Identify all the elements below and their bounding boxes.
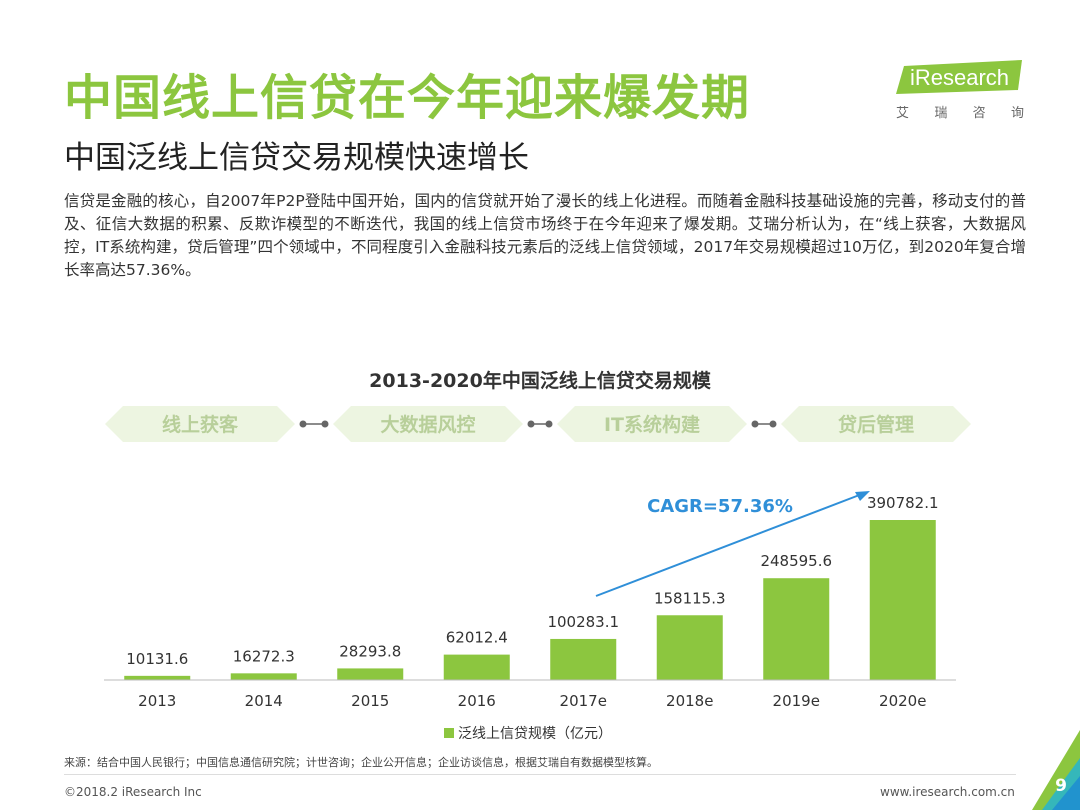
logo-mark-icon: iResearch: [896, 60, 1022, 94]
process-step-shape: [105, 406, 295, 442]
chart-title: 2013-2020年中国泛线上信贷交易规模: [369, 370, 711, 392]
process-flow: 线上获客 大数据风控 IT系统构建 贷后管理: [105, 406, 971, 442]
corner-decoration-icon: [1032, 730, 1080, 810]
data-label: 390782.1: [867, 494, 939, 512]
data-label: 248595.6: [760, 552, 832, 570]
page-number: 9: [1055, 776, 1067, 796]
legend: 泛线上信贷规模（亿元）: [444, 726, 612, 742]
data-label: 100283.1: [547, 613, 619, 631]
process-step-label: 贷后管理: [838, 413, 914, 436]
data-label: 62012.4: [446, 629, 508, 647]
process-dot: [751, 420, 759, 428]
logo-text: iResearch: [910, 65, 1009, 90]
bar: [443, 654, 510, 680]
x-tick-label: 2019e: [773, 692, 820, 710]
process-step-shape: [781, 406, 971, 442]
data-labels: 10131.6 16272.3 28293.8 62012.4 100283.1 1581…: [126, 494, 938, 668]
data-label: 10131.6: [126, 650, 188, 668]
data-label: 28293.8: [339, 642, 401, 660]
process-step-shape: [557, 406, 747, 442]
x-tick-label: 2014: [245, 692, 283, 710]
logo-char: 瑞: [934, 106, 948, 121]
x-tick-label: 2015: [351, 692, 389, 710]
process-step-label: 大数据风控: [380, 413, 475, 436]
website: www.iresearch.com.cn: [880, 785, 1015, 799]
bar: [550, 638, 617, 680]
cagr-arrow: [595, 491, 870, 597]
page-title: 中国线上信贷在今年迎来爆发期: [64, 70, 751, 126]
bars: [124, 520, 936, 680]
page-subtitle: 中国泛线上信贷交易规模快速增长: [64, 140, 529, 176]
process-dot: [321, 420, 329, 428]
process-dot: [769, 420, 777, 428]
process-dot: [299, 420, 307, 428]
copyright: ©2018.2 iResearch Inc: [64, 785, 202, 799]
logo-char: 艾: [896, 106, 910, 121]
bar: [124, 675, 191, 680]
x-tick-label: 2017e: [560, 692, 607, 710]
bar: [869, 520, 936, 680]
cagr-annotation: CAGR=57.36%: [647, 496, 793, 517]
logo-char: 咨: [972, 106, 986, 121]
data-label: 16272.3: [233, 647, 295, 665]
iresearch-logo: iResearch 艾 瑞 咨 询: [890, 58, 1030, 122]
process-step-label: IT系统构建: [604, 413, 700, 436]
process-step-shape: [333, 406, 523, 442]
x-tick-label: 2020e: [879, 692, 926, 710]
x-tick-label: 2013: [138, 692, 176, 710]
body-paragraph: 信贷是金融的核心，自2007年P2P登陆中国开始，国内的信贷就开始了漫长的线上化…: [64, 192, 1026, 279]
bar: [763, 578, 830, 680]
bar: [337, 668, 404, 680]
process-dot: [545, 420, 553, 428]
logo-subtitle: 艾 瑞 咨 询: [896, 102, 1024, 121]
process-dot: [527, 420, 535, 428]
bar: [656, 615, 723, 680]
logo-char: 询: [1010, 106, 1024, 121]
bar: [230, 673, 297, 680]
legend-swatch: [444, 728, 454, 738]
x-tick-label: 2016: [458, 692, 496, 710]
x-tick-labels: 2013 2014 2015 2016 2017e 2018e 2019e 2020e: [138, 692, 926, 710]
footer-divider: [64, 774, 1016, 775]
x-tick-label: 2018e: [666, 692, 713, 710]
data-label: 158115.3: [654, 589, 726, 607]
process-step-label: 线上获客: [162, 413, 239, 436]
legend-label: 泛线上信贷规模（亿元）: [458, 726, 612, 742]
source-note: 来源：结合中国人民银行；中国信息通信研究院；计世咨询；企业公开信息；企业访谈信息…: [64, 756, 658, 769]
